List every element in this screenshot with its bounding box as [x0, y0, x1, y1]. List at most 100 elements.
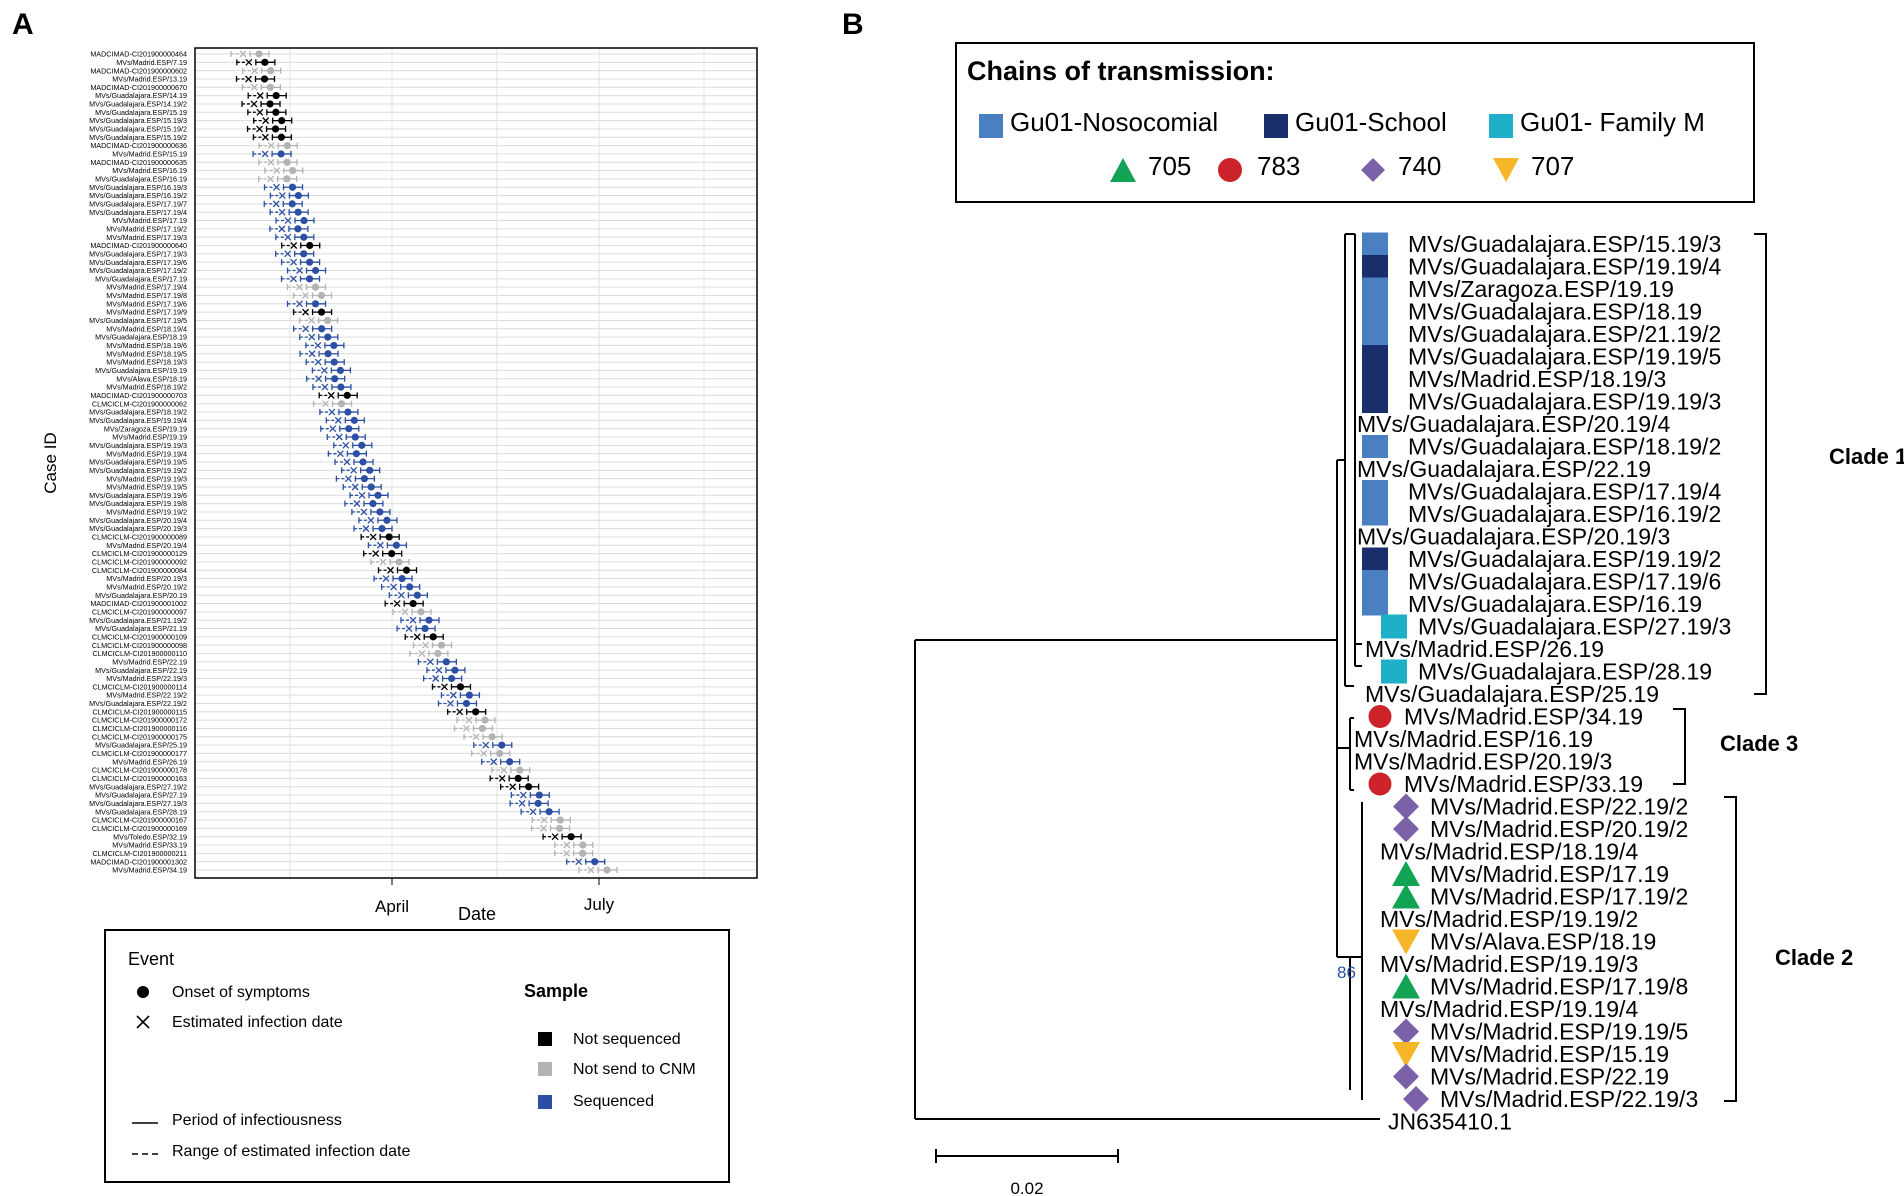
chain-square-marker	[1362, 255, 1388, 278]
chain-square-marker	[1362, 322, 1388, 346]
symptom-onset-dot	[545, 808, 553, 816]
onset-dot-icon	[137, 986, 149, 998]
infection-date-cross	[336, 450, 344, 458]
circle-marker	[1368, 772, 1392, 796]
symptom-onset-dot	[336, 366, 345, 375]
symbol-label-740: 740	[1398, 151, 1442, 181]
infection-date-cross	[518, 799, 526, 807]
symptom-onset-dot	[451, 666, 459, 674]
case-id-label: CLMCICLM-CI201900000211	[92, 849, 187, 858]
clade-2-bracket	[1724, 796, 1737, 1102]
infection-date-cross	[587, 866, 595, 874]
infection-date-cross	[480, 749, 488, 757]
legend-not-sent-label: Not send to CNM	[573, 1061, 696, 1078]
infection-date-cross	[250, 100, 258, 108]
tree-tip-label: MVs/Madrid.ESP/26.19	[1365, 636, 1604, 662]
tree-tip-label: MVs/Madrid.ESP/16.19	[1354, 726, 1593, 752]
case-id-label: CLMCICLM-CI201900000178	[92, 766, 187, 775]
infection-date-cross	[302, 325, 310, 333]
symptom-onset-dot	[383, 516, 391, 524]
clade-2-label: Clade 2	[1775, 945, 1853, 970]
case-id-label: MVs/Guadalajara.ESP/19.19/4	[89, 416, 187, 425]
symptom-onset-dot	[409, 599, 417, 608]
infection-date-cross	[426, 658, 434, 666]
infection-date-cross	[372, 550, 380, 558]
infection-date-cross	[329, 425, 337, 433]
case-id-label: MVs/Madrid.ESP/18.19/2	[106, 383, 187, 392]
tree-tip-label: MVs/Guadalajara.ESP/22.19	[1357, 456, 1651, 482]
case-id-label: MVs/Madrid.ESP/20.19/2	[106, 582, 187, 591]
case-id-label: MVs/Alava.ESP/18.19	[116, 374, 187, 383]
case-id-label: MVs/Madrid.ESP/20.19/3	[106, 574, 187, 583]
infection-date-cross	[321, 383, 329, 391]
infection-date-cross	[344, 475, 352, 483]
legend-infection-label: Estimated infection date	[172, 1014, 343, 1031]
tree-tip-label: MVs/Madrid.ESP/34.19	[1404, 704, 1643, 730]
infection-date-cross	[273, 183, 280, 191]
infection-date-cross	[498, 774, 506, 782]
chain-label-school: Gu01-School	[1295, 107, 1447, 137]
case-id-label: MVs/Madrid.ESP/17.19/8	[106, 291, 187, 300]
plot-frame	[194, 47, 758, 879]
chain-label-nosocomial: Gu01-Nosocomial	[1010, 107, 1219, 137]
symptom-onset-dot	[448, 674, 456, 683]
infection-date-cross	[335, 433, 343, 441]
infection-date-cross	[261, 133, 269, 141]
infection-date-cross	[302, 308, 310, 316]
case-id-label: MVs/Madrid.ESP/17.19/2	[106, 224, 187, 233]
chain-square-marker	[1362, 480, 1388, 503]
tree-tip-label: MVs/Madrid.ESP/20.19/2	[1430, 816, 1688, 842]
infection-date-cross	[376, 541, 384, 549]
symptom-onset-dot	[462, 699, 471, 708]
symptom-onset-dot	[305, 258, 314, 266]
infection-date-cross	[413, 633, 421, 641]
infection-date-cross	[250, 83, 258, 91]
tree-branch	[1355, 643, 1362, 667]
infection-date-cross	[322, 400, 330, 408]
symptom-onset-dot	[343, 391, 351, 399]
symptom-onset-dot	[514, 774, 522, 783]
case-id-label: MVs/Guadalajara.ESP/28.19	[95, 807, 187, 816]
infection-date-cross	[540, 816, 548, 824]
tree-tip-label: MVs/Guadalajara.ESP/19.19/5	[1408, 344, 1721, 370]
case-id-label: MADCIMAD-CI201900000602	[90, 66, 187, 75]
symptom-onset-dot	[417, 608, 425, 616]
symptom-onset-dot	[591, 858, 599, 866]
tree-tip-label: MVs/Madrid.ESP/33.19	[1404, 771, 1643, 797]
symptom-onset-dot	[300, 250, 308, 258]
triangle-up-marker	[1392, 973, 1420, 999]
symptom-onset-dot	[481, 716, 489, 724]
infection-date-cross	[441, 683, 448, 691]
symptom-onset-dot	[392, 541, 400, 549]
symptom-onset-dot	[318, 325, 326, 333]
tree-branch	[914, 639, 1380, 1120]
case-id-label: CLMCICLM-CI201900000169	[92, 824, 187, 833]
chain-square-marker	[1362, 592, 1388, 616]
symptom-onset-dot	[385, 533, 393, 541]
swatch-nosocomial	[979, 114, 1003, 138]
symptom-onset-dot	[300, 233, 308, 241]
tree-branch	[1349, 234, 1356, 791]
case-id-label: CLMCICLM-CI201900000163	[92, 774, 187, 783]
symptom-onset-dot	[398, 574, 406, 583]
symptom-onset-dot	[261, 58, 269, 66]
symptom-onset-dot	[277, 133, 285, 141]
infection-cross-icon	[136, 1015, 150, 1029]
swatch-family-m	[1489, 114, 1513, 138]
tree-tip-label: MVs/Madrid.ESP/18.19/4	[1380, 839, 1638, 865]
case-id-label: MVs/Guadalajara.ESP/25.19	[95, 741, 187, 750]
case-id-label: MVs/Guadalajara.ESP/17.19/2	[89, 266, 187, 275]
tree-tip-label: MVs/Madrid.ESP/22.19/2	[1430, 794, 1688, 820]
symptom-onset-dot	[359, 458, 367, 466]
triangle-down-marker	[1392, 1042, 1420, 1067]
legend-sequenced-label: Sequenced	[573, 1093, 654, 1110]
symptom-onset-dot	[317, 308, 326, 316]
not-sent-swatch	[538, 1062, 552, 1076]
symptom-onset-dot	[465, 691, 474, 699]
infection-date-cross	[278, 208, 286, 216]
symptom-onset-dot	[288, 183, 297, 191]
tree-tip-label: MVs/Guadalajara.ESP/20.19/4	[1357, 411, 1670, 437]
case-id-label: MVs/Madrid.ESP/17.19/3	[106, 233, 187, 242]
infection-date-cross	[256, 92, 264, 100]
infection-date-cross	[490, 758, 498, 766]
